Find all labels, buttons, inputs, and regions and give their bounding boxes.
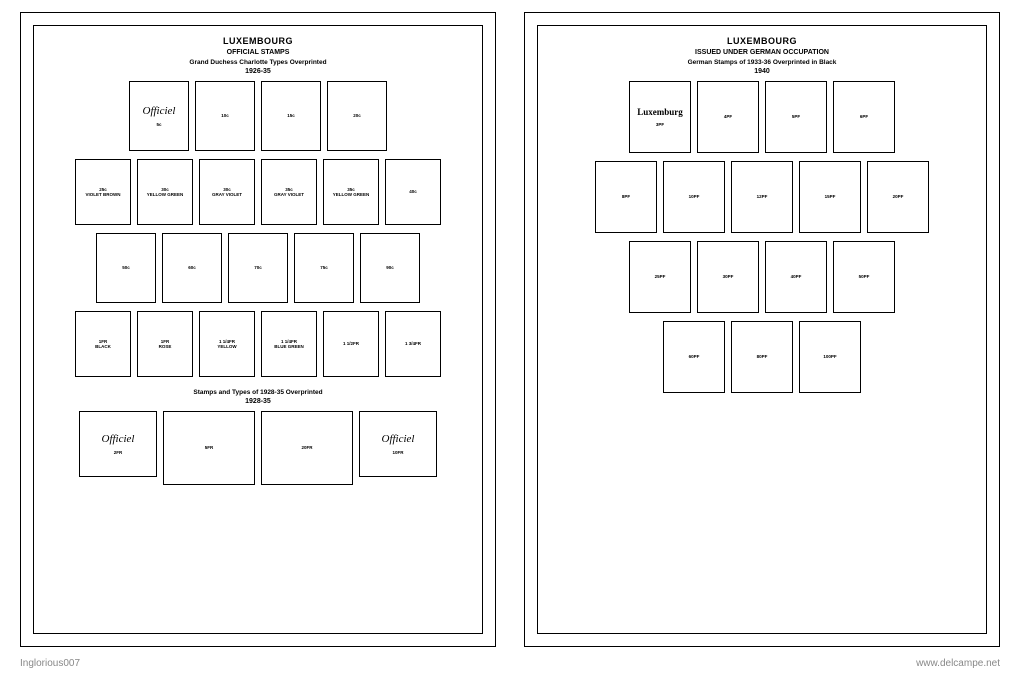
page-desc: German Stamps of 1933-36 Overprinted in …	[688, 59, 837, 66]
stamp-box: 35c GRAY VIOLET	[261, 159, 317, 225]
stamp-row: 1FR BLACK 1FR ROSE 1 1/4FR YELLOW 1 1/4F…	[42, 311, 474, 377]
overprint-text: Officiel	[382, 433, 415, 446]
page-frame: LUXEMBOURG OFFICIAL STAMPS Grand Duchess…	[33, 25, 483, 634]
album-page-left: LUXEMBOURG OFFICIAL STAMPS Grand Duchess…	[20, 12, 496, 647]
stamp-row: 25c VIOLET BROWN 30c YELLOW GREEN 30c GR…	[42, 159, 474, 225]
stamp-box: 1FR ROSE	[137, 311, 193, 377]
stamp-box: 15c	[261, 81, 321, 151]
stamp-box: 30c YELLOW GREEN	[137, 159, 193, 225]
stamp-box: 8PF	[595, 161, 657, 233]
stamp-box: 25c VIOLET BROWN	[75, 159, 131, 225]
stamp-box: 1FR BLACK	[75, 311, 131, 377]
stamp-box: 1 3/4FR	[385, 311, 441, 377]
page-year: 1940	[754, 68, 770, 75]
overprint-text: Luxemburg	[637, 107, 683, 118]
overprint-text: Officiel	[143, 105, 176, 118]
stamp-box: 35c YELLOW GREEN	[323, 159, 379, 225]
stamp-row: 50c 60c 70c 75c 90c	[42, 233, 474, 303]
stamp-box: 10PF	[663, 161, 725, 233]
stamp-box: 40c	[385, 159, 441, 225]
page-desc: Grand Duchess Charlotte Types Overprinte…	[189, 59, 326, 66]
credit-right: www.delcampe.net	[916, 658, 1000, 669]
stamp-box: 20c	[327, 81, 387, 151]
stamp-box: 6PF	[833, 81, 895, 153]
stamp-box: 1 1/4FR YELLOW	[199, 311, 255, 377]
stamp-box: 30c GRAY VIOLET	[199, 159, 255, 225]
album-page-right: LUXEMBOURG ISSUED UNDER GERMAN OCCUPATIO…	[524, 12, 1000, 647]
stamp-box: 40PF	[765, 241, 827, 313]
stamp-row: 60PF 80PF 100PF	[546, 321, 978, 393]
stamp-box: 25PF	[629, 241, 691, 313]
stamp-box: 20FR	[261, 411, 353, 485]
page-year: 1926-35	[245, 68, 271, 75]
stamp-box: 90c	[360, 233, 420, 303]
page-title: LUXEMBOURG	[727, 36, 797, 46]
stamp-row: Luxemburg 3PF 4PF 5PF 6PF	[546, 81, 978, 153]
stamp-box: Officiel 2FR	[79, 411, 157, 477]
stamp-row: 25PF 30PF 40PF 50PF	[546, 241, 978, 313]
stamp-box: 30PF	[697, 241, 759, 313]
stamp-box: 100PF	[799, 321, 861, 393]
stamp-box: Luxemburg 3PF	[629, 81, 691, 153]
page-subtitle: OFFICIAL STAMPS	[227, 49, 290, 56]
overprint-text: Officiel	[102, 433, 135, 446]
stamp-box: 5PF	[765, 81, 827, 153]
stamp-box: 1 1/2FR	[323, 311, 379, 377]
stamp-box: 12PF	[731, 161, 793, 233]
section-title: Stamps and Types of 1928-35 Overprinted	[193, 389, 322, 396]
credit-left: Inglorious007	[20, 658, 80, 669]
stamp-box: 20PF	[867, 161, 929, 233]
stamp-row: Officiel 2FR 5FR 20FR Officiel 10FR	[42, 411, 474, 485]
stamp-box: Officiel 10FR	[359, 411, 437, 477]
stamp-box: 50PF	[833, 241, 895, 313]
stamp-box: 50c	[96, 233, 156, 303]
page-frame: LUXEMBOURG ISSUED UNDER GERMAN OCCUPATIO…	[537, 25, 987, 634]
stamp-box: 10c	[195, 81, 255, 151]
stamp-box: 5FR	[163, 411, 255, 485]
stamp-row: Officiel 5c 10c 15c 20c	[42, 81, 474, 151]
stamp-box: Officiel 5c	[129, 81, 189, 151]
section-year: 1928-35	[245, 398, 271, 405]
stamp-box: 60c	[162, 233, 222, 303]
stamp-box: 1 1/4FR BLUE GREEN	[261, 311, 317, 377]
stamp-box: 15PF	[799, 161, 861, 233]
stamp-row: 8PF 10PF 12PF 15PF 20PF	[546, 161, 978, 233]
page-title: LUXEMBOURG	[223, 36, 293, 46]
page-subtitle: ISSUED UNDER GERMAN OCCUPATION	[695, 49, 829, 56]
stamp-box: 4PF	[697, 81, 759, 153]
stamp-box: 80PF	[731, 321, 793, 393]
stamp-box: 70c	[228, 233, 288, 303]
stamp-box: 75c	[294, 233, 354, 303]
stamp-box: 60PF	[663, 321, 725, 393]
